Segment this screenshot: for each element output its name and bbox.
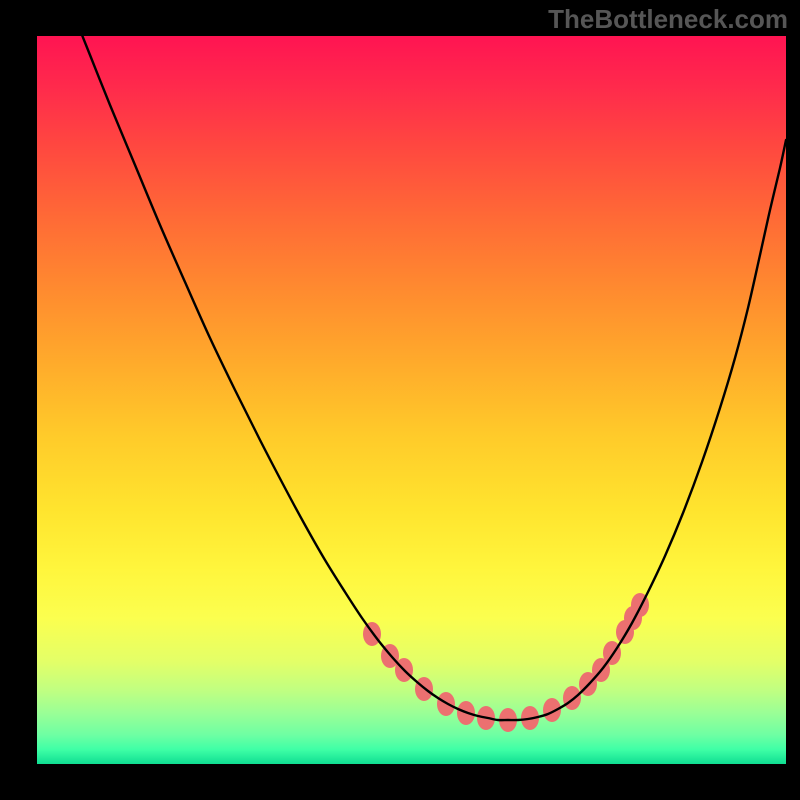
chart-svg [37,36,786,764]
chart-plot-area [37,36,786,764]
watermark-text: TheBottleneck.com [548,4,788,35]
data-marker [563,686,581,710]
gradient-background [37,36,786,764]
